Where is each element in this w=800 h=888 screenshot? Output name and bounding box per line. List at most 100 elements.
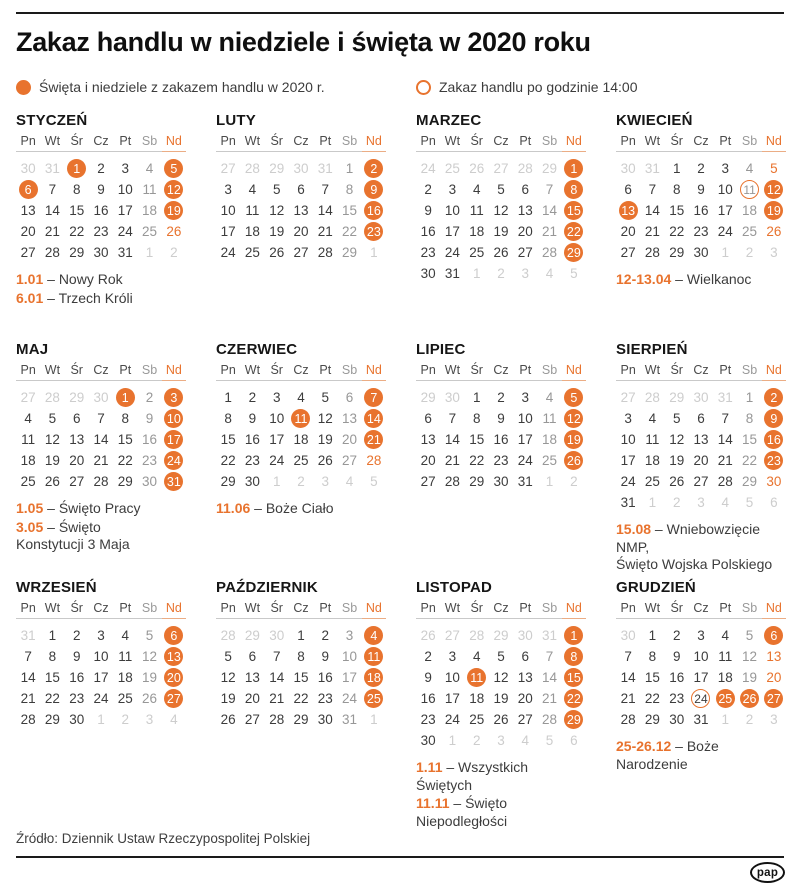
calendar-day: 29 (69, 390, 85, 405)
calendar-day: 27 (693, 474, 709, 489)
bottom-divider (16, 856, 784, 858)
ban-day-circle: 11 (364, 647, 384, 666)
ban-day-circle: 9 (364, 180, 384, 199)
calendar-day: 9 (424, 670, 432, 685)
note-text: – Boże Narodzenie (616, 738, 719, 772)
weekday-label: Sb (537, 601, 562, 619)
weekday-label: Śr (264, 601, 289, 619)
calendar-day: 24 (420, 161, 436, 176)
calendar-day: 31 (342, 712, 358, 727)
month-days: 30 31 1 2 3 4 5 6 7 8 9 10 11 12 13 14 15 16 17 18 19 20 21 22 2… (16, 158, 186, 263)
weekday-label: Wt (440, 363, 465, 381)
calendar-day: 7 (448, 411, 457, 426)
calendar-day: 24 (717, 224, 733, 239)
calendar-day: 11 (718, 649, 733, 664)
weekday-label: Śr (464, 134, 489, 152)
calendar-day: 14 (444, 432, 460, 447)
ban-day-circle: 3 (164, 388, 184, 407)
calendar-day: 1 (648, 495, 657, 510)
month-notes: 15.08 – Wniebowzięcie NMP, Święto Wojska… (616, 521, 786, 574)
calendar-day: 1 (65, 158, 89, 179)
calendar-day: 28 (44, 245, 60, 260)
calendar-day: 7 (97, 411, 105, 426)
calendar-day: 26 (220, 712, 236, 727)
outlined-circle-icon (416, 79, 431, 95)
calendar-day: 2 (745, 712, 754, 727)
ban-day-circle: 1 (115, 388, 135, 407)
calendar-day: 15 (644, 670, 660, 685)
calendar-day: 27 (762, 688, 786, 709)
calendar-day: 26 (166, 224, 182, 239)
calendar-day: 21 (362, 429, 386, 450)
calendar-day: 23 (362, 221, 386, 242)
calendar-day: 20 (620, 224, 636, 239)
calendar-day: 17 (162, 429, 186, 450)
ban-day-circle: 1 (67, 159, 87, 178)
calendar-day: 13 (420, 432, 436, 447)
calendar-day: 19 (142, 670, 158, 685)
calendar-day: 28 (644, 245, 660, 260)
weekday-label: Pn (16, 601, 41, 619)
calendar-day: 24 (162, 450, 186, 471)
calendar-day: 9 (762, 408, 786, 429)
calendar-day: 10 (517, 411, 533, 426)
calendar-day: 2 (672, 495, 681, 510)
month-title: GRUDZIEŃ (616, 579, 696, 596)
weekday-label: Wt (40, 134, 65, 152)
weekday-label: Nd (361, 363, 386, 381)
calendar-day: 13 (517, 203, 533, 218)
calendar-day: 15 (562, 200, 586, 221)
calendar-day: 16 (493, 432, 509, 447)
calendar-day: 30 (620, 161, 636, 176)
calendar-day: 4 (545, 266, 554, 281)
calendar-day: 3 (321, 474, 330, 489)
calendar-day: 29 (220, 474, 236, 489)
calendar-day: 16 (142, 432, 158, 447)
calendar-day: 1 (448, 733, 457, 748)
ban-day-circle: 8 (564, 180, 584, 199)
weekday-label: Sb (137, 134, 162, 152)
calendar-day: 28 (244, 161, 260, 176)
calendar-day: 18 (742, 203, 758, 218)
month-title: MARZEC (416, 112, 482, 129)
calendar-day: 16 (762, 429, 786, 450)
calendar-day: 7 (321, 182, 330, 197)
calendar-day: 13 (162, 646, 186, 667)
ban-day-circle: 1 (564, 159, 584, 178)
calendar-day: 1 (97, 712, 105, 727)
weekday-label: Pn (416, 601, 441, 619)
calendar-day: 1 (562, 158, 586, 179)
weekday-label: Pt (113, 363, 138, 381)
calendar-day: 12 (493, 203, 509, 218)
calendar-day: 5 (224, 649, 232, 664)
calendar-day: 31 (162, 471, 186, 492)
calendar-day: 19 (742, 670, 758, 685)
calendar-day: 24 (117, 224, 133, 239)
month-notes: 11.06 – Boże Ciało (216, 500, 386, 518)
calendar-day: 24 (93, 691, 109, 706)
weekday-label: Cz (488, 134, 514, 152)
month-wrzesien: WRZESIEŃ Pn Wt Śr Cz Pt Sb Nd 31 1 2 3 4 5 6 7 8 9 10 11 12 1… (16, 580, 186, 831)
weekday-label: Nd (761, 363, 786, 381)
weekday-label: Wt (40, 601, 65, 619)
month-title: CZERWIEC (216, 341, 298, 358)
ban-day-circle: 19 (164, 201, 184, 220)
weekday-label: Pn (216, 363, 241, 381)
calendar-day: 5 (321, 390, 330, 405)
calendar-day: 14 (542, 203, 558, 218)
calendar-day: 12 (742, 649, 758, 664)
infographic-page: Zakaz handlu w niedziele i święta w 2020… (0, 12, 800, 888)
calendar-day: 30 (493, 474, 509, 489)
calendar-day: 27 (69, 474, 85, 489)
holiday-note: 25-26.12 – Boże Narodzenie (616, 738, 786, 773)
calendar-day: 19 (162, 200, 186, 221)
calendar-day: 10 (220, 203, 236, 218)
weekday-label: Wt (640, 363, 665, 381)
calendar-day: 17 (444, 691, 460, 706)
weekday-label: Cz (488, 363, 514, 381)
calendar-day: 29 (342, 245, 358, 260)
calendar-day: 11 (737, 179, 761, 200)
weekday-label: Pt (713, 363, 738, 381)
calendar-day: 12 (44, 432, 60, 447)
month-styczen: STYCZEŃ Pn Wt Śr Cz Pt Sb Nd 30 31 1 2 3 4 5 6 7 8 9 10 11 12… (16, 113, 186, 342)
